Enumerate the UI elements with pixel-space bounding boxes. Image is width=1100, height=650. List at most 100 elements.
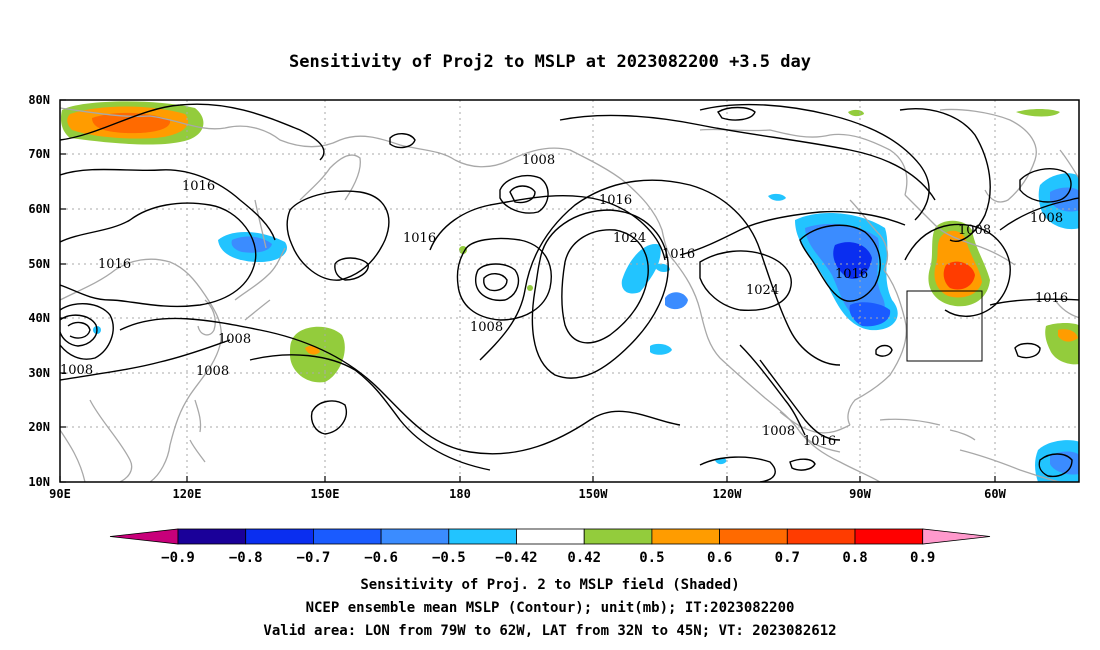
- colorbar-low-cap: [109, 528, 179, 545]
- contour-pacific-1016-a: [249, 354, 491, 471]
- lat-axis: 80N 70N 60N 50N 40N 30N 20N 10N: [28, 93, 66, 489]
- contour-siberia-2: [60, 168, 276, 241]
- contour-bering-inner: [509, 185, 536, 204]
- contour-label: 1008: [762, 424, 795, 439]
- colorbar-swatch: [854, 528, 924, 545]
- coast-caribbean: [879, 418, 976, 441]
- coast-siberia: [60, 107, 456, 161]
- colorbar-swatch: [651, 528, 721, 545]
- coastlines: [60, 107, 1079, 482]
- contour-tropics-2: [789, 458, 816, 471]
- shade-negative-atlantic-south-core: [1050, 451, 1079, 475]
- colorbar-label: 0.42: [567, 550, 601, 566]
- map-title: Sensitivity of Proj2 to MSLP at 20230822…: [289, 52, 811, 72]
- lat-tick-label: 50N: [28, 257, 50, 271]
- colorbar-swatch: [516, 528, 585, 545]
- coast-greenland: [939, 108, 1037, 203]
- lat-tick-label: 30N: [28, 366, 50, 380]
- colorbar-label: 0.9: [910, 550, 935, 566]
- shade-negative-greatlakes: [849, 302, 891, 327]
- shade-negative-nepac: [621, 244, 661, 294]
- contour-arctic-small: [717, 106, 756, 121]
- coast-indochina: [60, 399, 133, 482]
- contour-pacific-small-3: [389, 133, 416, 149]
- coast-labrador: [904, 194, 1016, 266]
- contour-alaska-1016: [429, 195, 666, 261]
- contour-label: 1016: [835, 267, 868, 282]
- shade-negative-nepac-3: [650, 343, 672, 355]
- contour-pacific-small-1: [334, 257, 369, 281]
- contour-label: 1008: [470, 320, 503, 335]
- coast-sakhalin: [254, 199, 267, 249]
- lon-tick-label: 90W: [849, 487, 871, 501]
- colorbar: −0.9 −0.8 −0.7 −0.6 −0.5 −0.42 0.42 0.5 0.6 0.7 0.…: [109, 528, 991, 566]
- coast-gulf: [779, 411, 851, 434]
- colorbar-label: 0.5: [639, 550, 664, 566]
- contour-label: 1024: [746, 283, 779, 298]
- contour-labels: 1008 1016 1016 1008 1008 1008 1008 1008 1016 1024…: [60, 153, 1068, 449]
- shade-negative-tiny-1: [768, 193, 786, 201]
- colorbar-swatch: [786, 528, 856, 545]
- colorbar-label: 0.6: [707, 550, 732, 566]
- contour-siberia-1: [60, 202, 257, 308]
- shade-negative-nepac-2: [665, 292, 688, 310]
- coast-eastasia: [60, 258, 222, 482]
- contour-japan-low-2: [60, 314, 98, 347]
- contour-arctic-1008-b: [559, 114, 936, 201]
- contour-central-low-inner: [474, 263, 520, 302]
- map-frame: [59, 99, 1080, 483]
- contour-label: 1016: [662, 247, 695, 262]
- colorbar-label: −0.9: [161, 550, 195, 566]
- contour-atlantic-1016-south: [989, 298, 1079, 306]
- contour-atlantic-1008: [904, 223, 1011, 317]
- contour-label: 1016: [599, 193, 632, 208]
- contour-pacific-small-2: [310, 400, 347, 435]
- lat-tick-label: 20N: [28, 420, 50, 434]
- contour-america-1016: [679, 210, 906, 256]
- contour-japan-low-3: [67, 321, 91, 339]
- shade-negative-atlantic-north-core: [1050, 187, 1079, 212]
- contour-arctic-1008: [699, 103, 930, 221]
- shade-negative-canada-core: [833, 242, 872, 279]
- footer-line-2: NCEP ensemble mean MSLP (Contour); unit(…: [306, 600, 795, 616]
- contour-label: 1008: [196, 364, 229, 379]
- contour-mexico-1016: [759, 359, 841, 441]
- coast-southamerica: [959, 449, 1061, 482]
- lat-tick-label: 10N: [28, 475, 50, 489]
- contour-nepac-1016-curve: [479, 179, 841, 366]
- coast-kamchatka: [299, 154, 361, 201]
- contour-label: 1008: [218, 332, 251, 347]
- colorbar-swatch: [177, 528, 247, 545]
- shade-positive-atlantic-core: [1058, 329, 1078, 342]
- lon-tick-label: 60W: [984, 487, 1006, 501]
- lon-tick-label: 120W: [713, 487, 743, 501]
- colorbar-label: −0.42: [495, 550, 537, 566]
- contour-canada-1016: [799, 224, 881, 302]
- contour-label: 1016: [182, 179, 215, 194]
- contour-japan-low-1: [60, 303, 114, 360]
- shade-positive-tiny-4: [848, 109, 864, 117]
- shade-dot-2: [527, 285, 533, 291]
- contour-tropics-1: [699, 456, 776, 482]
- lat-tick-label: 70N: [28, 147, 50, 161]
- colorbar-swatch: [583, 528, 653, 545]
- contour-asia-1008: [60, 339, 231, 381]
- colorbar-label: 0.7: [775, 550, 800, 566]
- footer-line-1: Sensitivity of Proj. 2 to MSLP field (Sh…: [360, 577, 739, 593]
- coast-philippines: [189, 399, 206, 463]
- shade-negative-nepac-4: [654, 263, 670, 273]
- coast-hudson: [849, 199, 889, 271]
- contour-nepac-1024-inner: [561, 229, 649, 344]
- coast-eastus: [847, 269, 907, 426]
- colorbar-swatch: [245, 528, 314, 545]
- valid-area-box: [906, 290, 983, 362]
- shade-negative-japan-core: [231, 236, 272, 253]
- colorbar-label: −0.5: [432, 550, 466, 566]
- lon-tick-label: 150E: [311, 487, 340, 501]
- contour-siberia-3: [60, 103, 325, 161]
- lat-tick-label: 40N: [28, 311, 50, 325]
- coast-korea: [197, 299, 216, 336]
- lon-tick-label: 90E: [49, 487, 71, 501]
- contour-subtropic-small-2: [875, 344, 893, 357]
